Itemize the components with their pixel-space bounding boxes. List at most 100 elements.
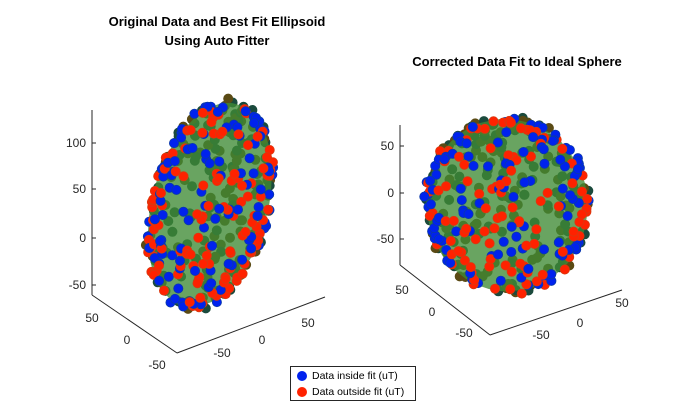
right-point-outside: [495, 179, 506, 190]
legend-entry-outside: Data outside fit (uT): [291, 384, 415, 400]
right-point-inside: [482, 161, 493, 172]
right-point-outside: [489, 223, 500, 234]
right-x-tick-label: 50: [615, 296, 629, 310]
right-point-outside: [526, 151, 537, 162]
right-point-outside: [445, 235, 456, 246]
right-point-outside: [459, 159, 470, 170]
right-point-outside: [506, 266, 517, 277]
left-point-outside: [185, 249, 196, 260]
left-point-inside: [187, 142, 198, 153]
left-point-outside: [223, 93, 234, 104]
left-point-outside: [158, 285, 169, 296]
left-y-tick-label: -50: [148, 358, 166, 372]
left-point-outside: [153, 260, 164, 271]
right-y-axis-line: [399, 264, 491, 336]
left-point-inside: [249, 118, 260, 129]
legend-label-outside: Data outside fit (uT): [312, 386, 405, 398]
legend[interactable]: Data inside fit (uT) Data outside fit (u…: [290, 366, 416, 401]
right-point-outside: [489, 283, 500, 294]
right-point-inside: [455, 183, 466, 194]
left-point-inside: [183, 215, 194, 226]
right-point-outside: [507, 202, 518, 213]
right-point-inside: [506, 221, 517, 232]
left-point-inside: [200, 148, 211, 159]
right-point-outside: [479, 226, 490, 237]
left-point-outside: [261, 152, 272, 163]
right-point-outside: [441, 181, 452, 192]
right-point-outside: [521, 279, 532, 290]
left-point-outside: [197, 127, 208, 138]
left-point-outside: [170, 166, 181, 177]
left-point-inside: [253, 201, 264, 212]
right-point-outside: [485, 254, 496, 265]
left-point-outside: [184, 297, 195, 308]
right-point-inside: [539, 158, 550, 169]
right-point-inside: [467, 121, 478, 132]
left-y-axis-line: [91, 294, 178, 354]
right-point-outside: [433, 185, 444, 196]
right-point-outside: [505, 284, 516, 295]
right-point-inside: [506, 246, 517, 257]
left-point-inside: [248, 168, 259, 179]
right-x-tick-label: -50: [532, 328, 550, 342]
right-point-inside: [419, 191, 430, 202]
right-point-outside: [557, 246, 568, 257]
left-point-inside: [244, 153, 255, 164]
left-point-outside: [192, 278, 203, 289]
right-point-inside: [425, 175, 436, 186]
right-point-inside: [573, 164, 584, 175]
right-point-outside: [521, 240, 532, 251]
right-point-inside: [492, 137, 503, 148]
left-point-inside: [168, 138, 179, 149]
left-point-inside: [173, 283, 184, 294]
left-point-outside: [155, 187, 166, 198]
right-point-inside: [539, 244, 550, 255]
right-point-outside: [506, 165, 517, 176]
left-point-outside: [233, 129, 244, 140]
right-point-inside: [565, 190, 576, 201]
left-point-inside: [149, 214, 160, 225]
right-z-tick-label: 50: [381, 139, 395, 153]
right-point-outside: [559, 264, 570, 275]
right-point-outside: [516, 288, 527, 299]
right-point-inside: [523, 263, 534, 274]
right-y-tick-label: 0: [429, 305, 436, 319]
right-point-outside: [465, 262, 476, 273]
right-point-outside: [511, 155, 522, 166]
right-point-inside: [456, 195, 467, 206]
left-point-inside: [207, 240, 218, 251]
right-point-inside: [508, 191, 519, 202]
left-point-outside: [197, 107, 208, 118]
right-point-outside: [515, 258, 526, 269]
left-title-line-1: Original Data and Best Fit Ellipsoid: [108, 14, 326, 29]
left-point-inside: [255, 184, 266, 195]
left-y-tick-label: 0: [124, 333, 131, 347]
left-z-tick-label: 0: [79, 231, 86, 245]
left-point-inside: [155, 235, 166, 246]
left-point-outside: [193, 232, 204, 243]
right-point-outside: [479, 123, 490, 134]
left-point-outside: [240, 226, 251, 237]
right-point-outside: [459, 255, 470, 266]
right-point-outside: [582, 193, 593, 204]
right-point-inside: [559, 161, 570, 172]
right-y-tick-label: 50: [395, 283, 409, 297]
right-point-outside: [514, 216, 525, 227]
right-point-outside: [485, 143, 496, 154]
right-point-outside: [488, 116, 499, 127]
right-x-tick-label: 0: [577, 316, 584, 330]
right-point-outside: [576, 209, 587, 220]
left-point-inside: [169, 156, 180, 167]
left-point-outside: [192, 209, 203, 220]
left-point-inside: [154, 275, 165, 286]
right-point-inside: [518, 146, 529, 157]
right-point-outside: [480, 203, 491, 214]
right-point-inside: [501, 127, 512, 138]
left-x-tick-label: -50: [213, 346, 231, 360]
left-point-outside: [198, 258, 209, 269]
right-point-outside: [557, 143, 568, 154]
right-point-inside: [468, 160, 479, 171]
left-x-tick-label: 0: [259, 333, 266, 347]
right-point-inside: [538, 144, 549, 155]
